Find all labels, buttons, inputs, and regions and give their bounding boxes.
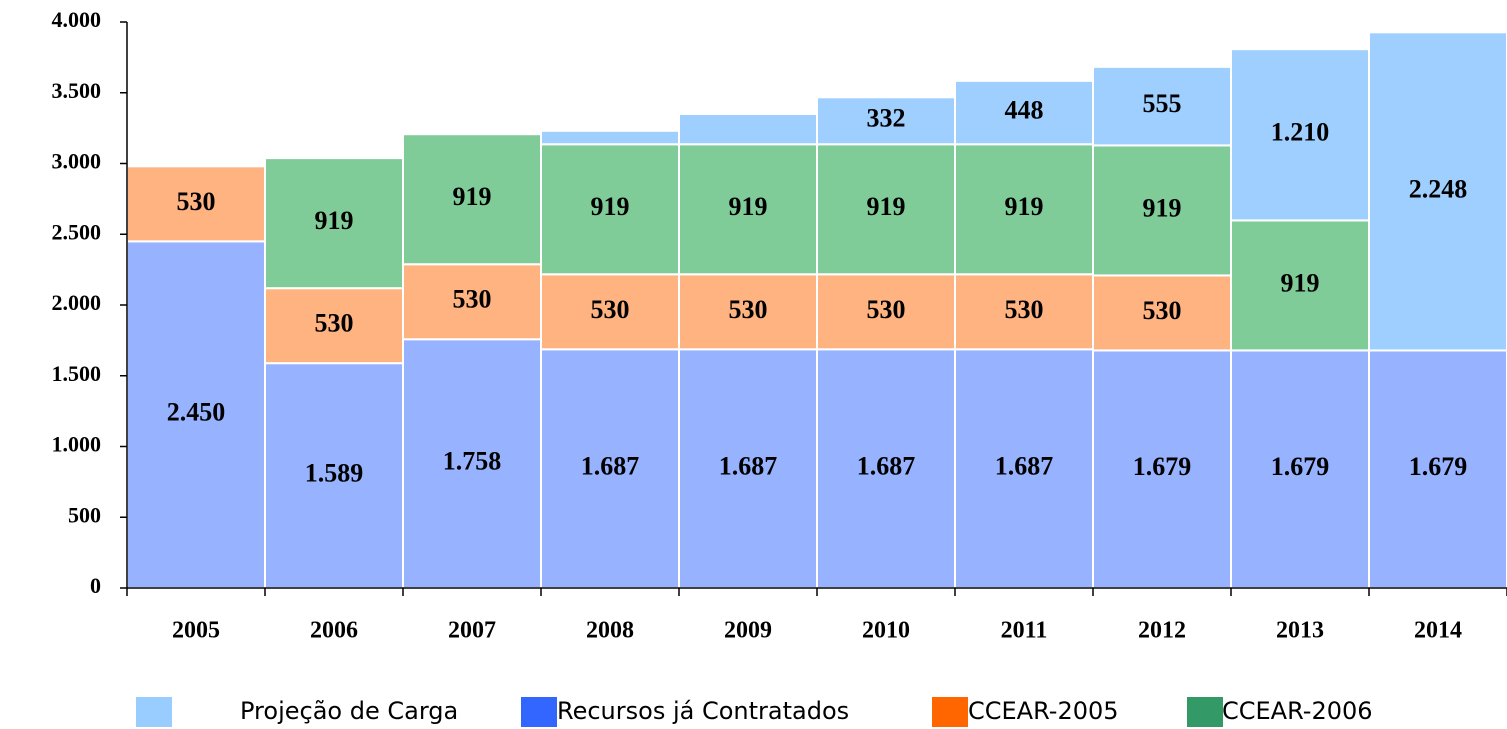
data-label: 530 bbox=[315, 309, 354, 338]
bar-segment bbox=[678, 112, 818, 146]
bar-segment bbox=[816, 348, 956, 589]
bar-segment bbox=[126, 240, 266, 589]
y-tick-label: 0 bbox=[90, 573, 101, 598]
data-label: 1.758 bbox=[443, 447, 502, 476]
bar-segment bbox=[540, 129, 680, 146]
x-tick-label: 2007 bbox=[448, 618, 496, 644]
data-label: 1.679 bbox=[1409, 452, 1468, 481]
bar-segment bbox=[402, 263, 542, 341]
y-tick-label: 1.000 bbox=[52, 432, 102, 457]
bar-segment bbox=[816, 143, 956, 276]
data-label: 2.450 bbox=[167, 398, 226, 427]
legend-label: Projeção de Carga bbox=[240, 697, 458, 725]
legend-swatch bbox=[521, 697, 557, 727]
data-label: 448 bbox=[1005, 96, 1044, 125]
bar-segment bbox=[954, 273, 1094, 351]
bar-segment bbox=[816, 96, 956, 146]
data-label: 919 bbox=[315, 206, 354, 235]
y-tick-label: 3.500 bbox=[52, 78, 102, 103]
data-label: 919 bbox=[1281, 268, 1320, 297]
x-tick-label: 2012 bbox=[1138, 618, 1186, 644]
y-tick-label: 2.500 bbox=[52, 219, 102, 244]
bar-segment bbox=[402, 133, 542, 266]
data-label: 1.687 bbox=[581, 452, 640, 481]
data-label: 919 bbox=[867, 192, 906, 221]
x-tick-label: 2013 bbox=[1276, 618, 1324, 644]
x-tick-label: 2010 bbox=[862, 618, 910, 644]
bar-segment bbox=[540, 273, 680, 351]
y-tick-label: 2.000 bbox=[52, 290, 102, 315]
data-label: 1.679 bbox=[1271, 452, 1330, 481]
data-label: 1.679 bbox=[1133, 452, 1192, 481]
x-tick-label: 2011 bbox=[1001, 618, 1048, 644]
data-label: 555 bbox=[1143, 89, 1182, 118]
bar-segment bbox=[402, 338, 542, 590]
data-label: 530 bbox=[729, 295, 768, 324]
bar-segment bbox=[954, 143, 1094, 276]
y-tick-label: 3.000 bbox=[52, 149, 102, 174]
y-tick-label: 500 bbox=[68, 502, 101, 527]
bar-segment bbox=[1092, 349, 1232, 590]
data-label: 2.248 bbox=[1409, 174, 1468, 203]
legend-label: CCEAR-2006 bbox=[1222, 697, 1373, 725]
bar-segment bbox=[678, 273, 818, 351]
data-label: 530 bbox=[867, 295, 906, 324]
x-tick-label: 2014 bbox=[1414, 618, 1462, 644]
data-label: 332 bbox=[867, 104, 906, 133]
data-label: 530 bbox=[591, 295, 630, 324]
bar-segment bbox=[954, 348, 1094, 589]
bar-segment bbox=[126, 165, 266, 243]
data-label: 1.687 bbox=[857, 452, 916, 481]
data-label: 919 bbox=[729, 192, 768, 221]
bar-segment bbox=[1230, 48, 1370, 222]
bar-segment bbox=[954, 79, 1094, 146]
bar-segment bbox=[1092, 144, 1232, 277]
data-label: 1.687 bbox=[719, 452, 778, 481]
legend-swatch bbox=[136, 697, 172, 727]
data-label: 919 bbox=[1005, 192, 1044, 221]
x-tick-label: 2009 bbox=[724, 618, 772, 644]
data-label: 530 bbox=[177, 187, 216, 216]
legend-label: Recursos já Contratados bbox=[557, 697, 849, 725]
y-tick-label: 4.000 bbox=[52, 7, 102, 32]
bar-segment bbox=[1230, 219, 1370, 352]
data-label: 919 bbox=[591, 192, 630, 221]
data-label: 530 bbox=[1005, 295, 1044, 324]
data-label: 1.589 bbox=[305, 459, 364, 488]
bar-segment bbox=[1368, 31, 1507, 352]
data-label: 530 bbox=[1143, 296, 1182, 325]
x-tick-label: 2008 bbox=[586, 618, 634, 644]
legend-label: CCEAR-2005 bbox=[968, 697, 1119, 725]
data-label: 919 bbox=[1143, 193, 1182, 222]
bar-segment bbox=[678, 348, 818, 589]
legend-swatch bbox=[1187, 697, 1223, 727]
y-tick-label: 1.500 bbox=[52, 361, 102, 386]
x-tick-label: 2005 bbox=[172, 618, 220, 644]
data-label: 530 bbox=[453, 285, 492, 314]
x-tick-label: 2006 bbox=[310, 618, 358, 644]
data-label: 919 bbox=[453, 182, 492, 211]
bar-segment bbox=[264, 157, 404, 290]
data-label: 1.687 bbox=[995, 452, 1054, 481]
bar-segment bbox=[1230, 349, 1370, 590]
legend-swatch bbox=[932, 697, 968, 727]
bar-segment bbox=[816, 273, 956, 351]
data-label: 1.210 bbox=[1271, 118, 1330, 147]
